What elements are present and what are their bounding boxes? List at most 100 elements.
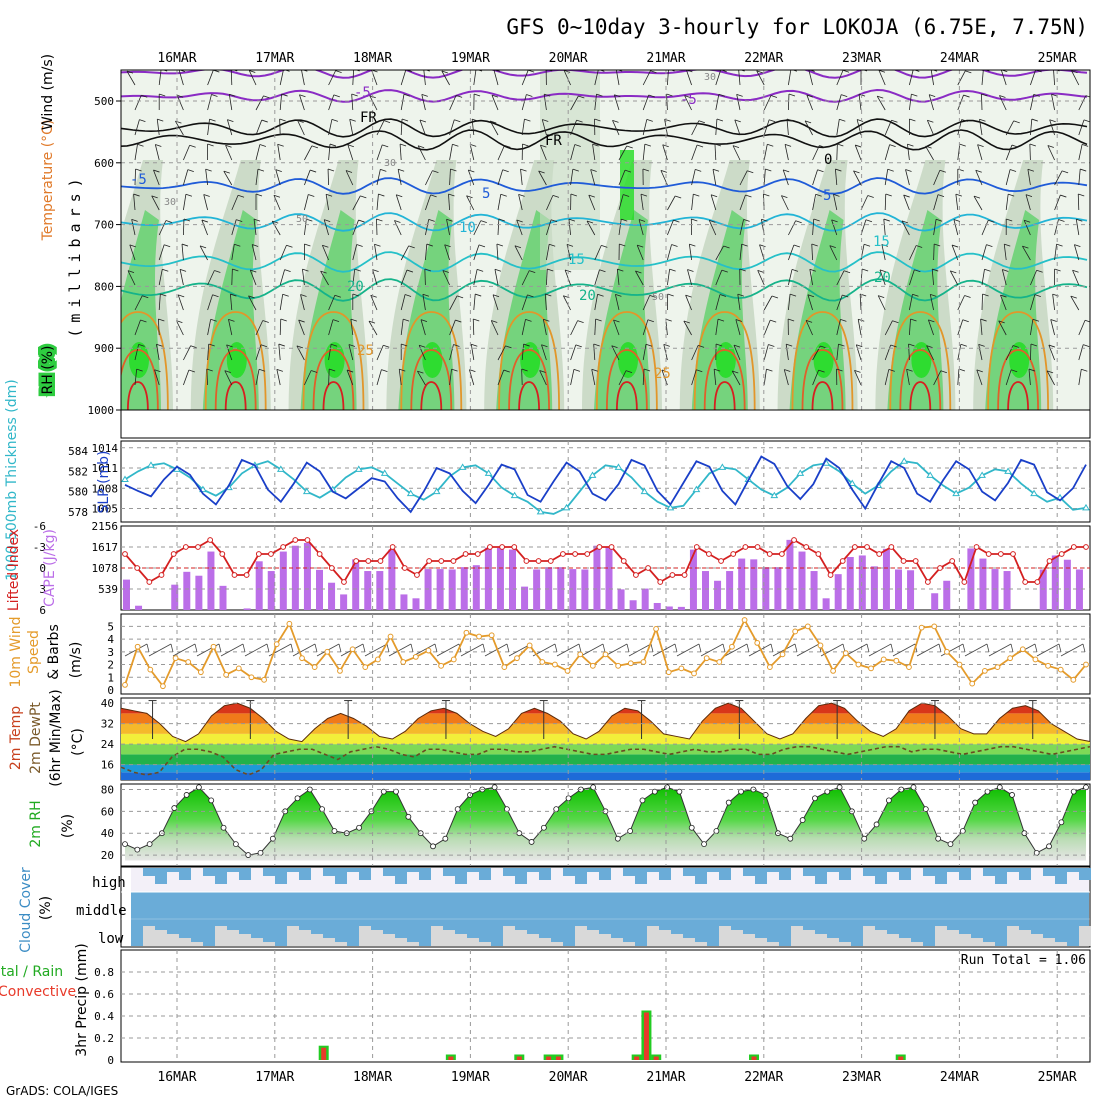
wind-barb-flag (1070, 295, 1077, 299)
wind-barb-flag (770, 319, 777, 323)
wind-barb-flag (793, 244, 800, 248)
cape-bar (135, 605, 143, 610)
wind-barb-flag (809, 268, 816, 272)
lifted-index-line-point (608, 544, 615, 550)
wind-barb-flag (1011, 144, 1019, 148)
wind-barb (586, 220, 596, 236)
cloud-high-bar (995, 868, 1007, 884)
wind-barb-flag (1004, 243, 1011, 247)
wind-barb-flag (205, 168, 212, 172)
cape-bar (943, 580, 951, 610)
ylabel-total-rain: Total / Rain (0, 964, 63, 980)
rh2m-point (922, 806, 929, 813)
wind-barb-10m-flag (650, 643, 654, 653)
date-label-bottom: 17MAR (255, 1070, 294, 1085)
wind-barb (884, 320, 893, 336)
wind-barb (812, 194, 817, 211)
wind-barb-10m-flag (962, 643, 966, 653)
wind-barb-flag (1058, 219, 1065, 222)
wind-barb-flag (1033, 93, 1040, 97)
wind-barb-10m (844, 643, 868, 657)
tick-label-rh: 20 (101, 849, 114, 862)
wind-barb (901, 220, 910, 236)
wind-barb-flag (1081, 368, 1088, 372)
wind-barb-flag (334, 294, 341, 298)
wind-barb (231, 195, 239, 211)
thickness-line-point (640, 487, 649, 495)
wind-barb-flag (574, 144, 581, 147)
rh2m-point (762, 792, 769, 798)
tick-label-wind: 2 (107, 659, 114, 672)
wind-barb (491, 95, 499, 111)
wind-barb-flag (648, 94, 655, 98)
wind-barb-flag (842, 70, 850, 73)
cape-bar (460, 567, 468, 610)
wind-barb-flag (783, 169, 790, 173)
wind-barb (739, 219, 744, 236)
wind-barb-flag (207, 143, 214, 147)
wind-barb (494, 269, 499, 286)
lifted-index-line-point (937, 565, 943, 571)
contour-loop-35 (615, 381, 638, 410)
wind-barb (521, 368, 523, 386)
wind-barb-10m (916, 643, 940, 657)
wind-barb-flag (471, 343, 478, 347)
wind-barb-flag (304, 243, 311, 247)
lifted-index-line-point (401, 565, 408, 571)
rh2m-point (738, 788, 744, 795)
wind-barb-flag (978, 343, 985, 347)
wind-barb-flag (982, 293, 989, 297)
wind-barb-flag (881, 243, 888, 247)
wind-barb-flag (330, 343, 338, 347)
wind-barb (1023, 220, 1031, 236)
wind-barb (546, 219, 552, 236)
lifted-index-line-point (705, 551, 712, 557)
wind-barb (134, 369, 138, 386)
thickness-line-point (302, 487, 311, 495)
wind-barb (158, 294, 161, 311)
wind-barb-flag (717, 318, 725, 322)
wind-barb-flag (280, 318, 287, 322)
wind-barb (1078, 320, 1086, 336)
ylabel-degc: (°C) (70, 728, 86, 756)
wind-barb-flag (820, 345, 827, 349)
wind-barb-flag (137, 143, 144, 147)
date-label-top: 17MAR (255, 51, 294, 66)
lifted-index-line-point (584, 551, 591, 557)
temperature-band (121, 772, 1090, 780)
wind-barb-flag (444, 244, 451, 248)
wind-barb (883, 219, 886, 236)
lifted-index-line-point (365, 558, 372, 564)
wind-barb-flag (572, 168, 579, 172)
cloud-low-bar (467, 938, 479, 946)
wind-barb (352, 195, 361, 211)
cloud-high-bar (143, 868, 155, 876)
wind-barb (594, 269, 600, 286)
wind-barb (957, 70, 966, 86)
lifted-index-line-point (560, 551, 566, 557)
wind-barb-flag (234, 243, 241, 247)
wind-barb (884, 369, 890, 386)
lifted-index-line-point (462, 551, 469, 557)
wind-barb (394, 220, 402, 236)
lifted-index-line-point (280, 544, 287, 550)
cloud-high-bar (515, 868, 527, 884)
lifted-index-line-point (815, 551, 822, 557)
wind-barb (903, 194, 910, 211)
lifted-index-line-point (523, 558, 530, 564)
contour-loop-25 (302, 311, 365, 410)
wind-barb (715, 94, 720, 111)
wind-barb (836, 143, 838, 161)
contour-loop-30 (703, 349, 746, 410)
wind-barb-flag (526, 94, 533, 97)
wind-barb-flag (126, 70, 134, 74)
wind-barb-flag (578, 95, 585, 99)
wind-barb-flag (649, 295, 656, 298)
wind-barb-flag (619, 243, 626, 247)
wind-barb-flag (424, 268, 431, 272)
wind-barb-flag (322, 244, 329, 248)
cloud-low-bar (539, 938, 551, 946)
wind-barb-flag (1000, 294, 1007, 298)
wind-barb-flag (624, 169, 632, 173)
